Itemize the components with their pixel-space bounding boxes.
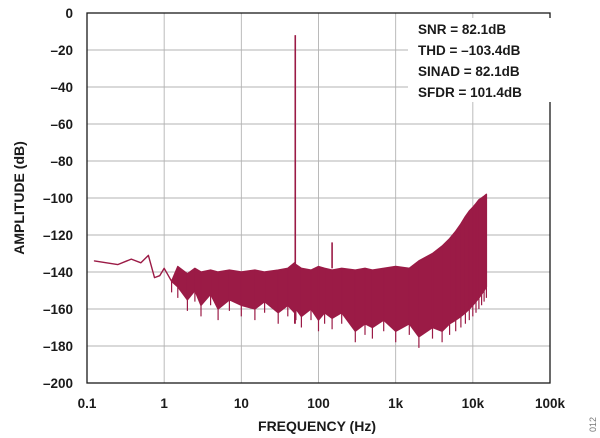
annotation-background [408,18,552,102]
x-axis-tick-labels: 0.1 1 10 100 1k 10k 100k [78,396,566,411]
x-tick-label: 10k [462,396,485,411]
y-axis-title: AMPLITUDE (dB) [11,141,27,255]
y-tick-label: –100 [43,191,73,206]
stats-annotation-box: SNR = 82.1dB THD = –103.4dB SINAD = 82.1… [408,18,552,102]
y-tick-label: –180 [43,339,73,354]
x-tick-label: 1 [160,396,168,411]
sfdr-annotation: SFDR = 101.4dB [418,85,522,100]
data-layer [93,35,488,348]
spectrum-noise-band [93,193,488,338]
y-tick-label: –20 [50,43,73,58]
y-tick-label: –80 [50,154,73,169]
y-tick-label: –140 [43,265,73,280]
x-tick-label: 100k [535,396,566,411]
y-axis-tick-labels: 0 –20 –40 –60 –80 –100 –120 –140 –160 –180 –200 [43,6,73,391]
y-tick-label: –200 [43,376,73,391]
y-tick-label: –40 [50,80,73,95]
y-tick-label: 0 [65,6,73,21]
y-tick-label: –160 [43,302,73,317]
sinad-annotation: SINAD = 82.1dB [418,64,520,79]
snr-annotation: SNR = 82.1dB [418,22,506,37]
figure-number: 012 [588,417,598,432]
x-axis-title: FREQUENCY (Hz) [258,418,376,434]
x-tick-label: 0.1 [78,396,97,411]
plot-area-frame [86,12,551,384]
y-tick-label: –60 [50,117,73,132]
y-tick-label: –120 [43,228,73,243]
x-tick-label: 100 [307,396,330,411]
thd-annotation: THD = –103.4dB [418,43,521,58]
x-tick-label: 1k [388,396,404,411]
x-tick-label: 10 [234,396,249,411]
